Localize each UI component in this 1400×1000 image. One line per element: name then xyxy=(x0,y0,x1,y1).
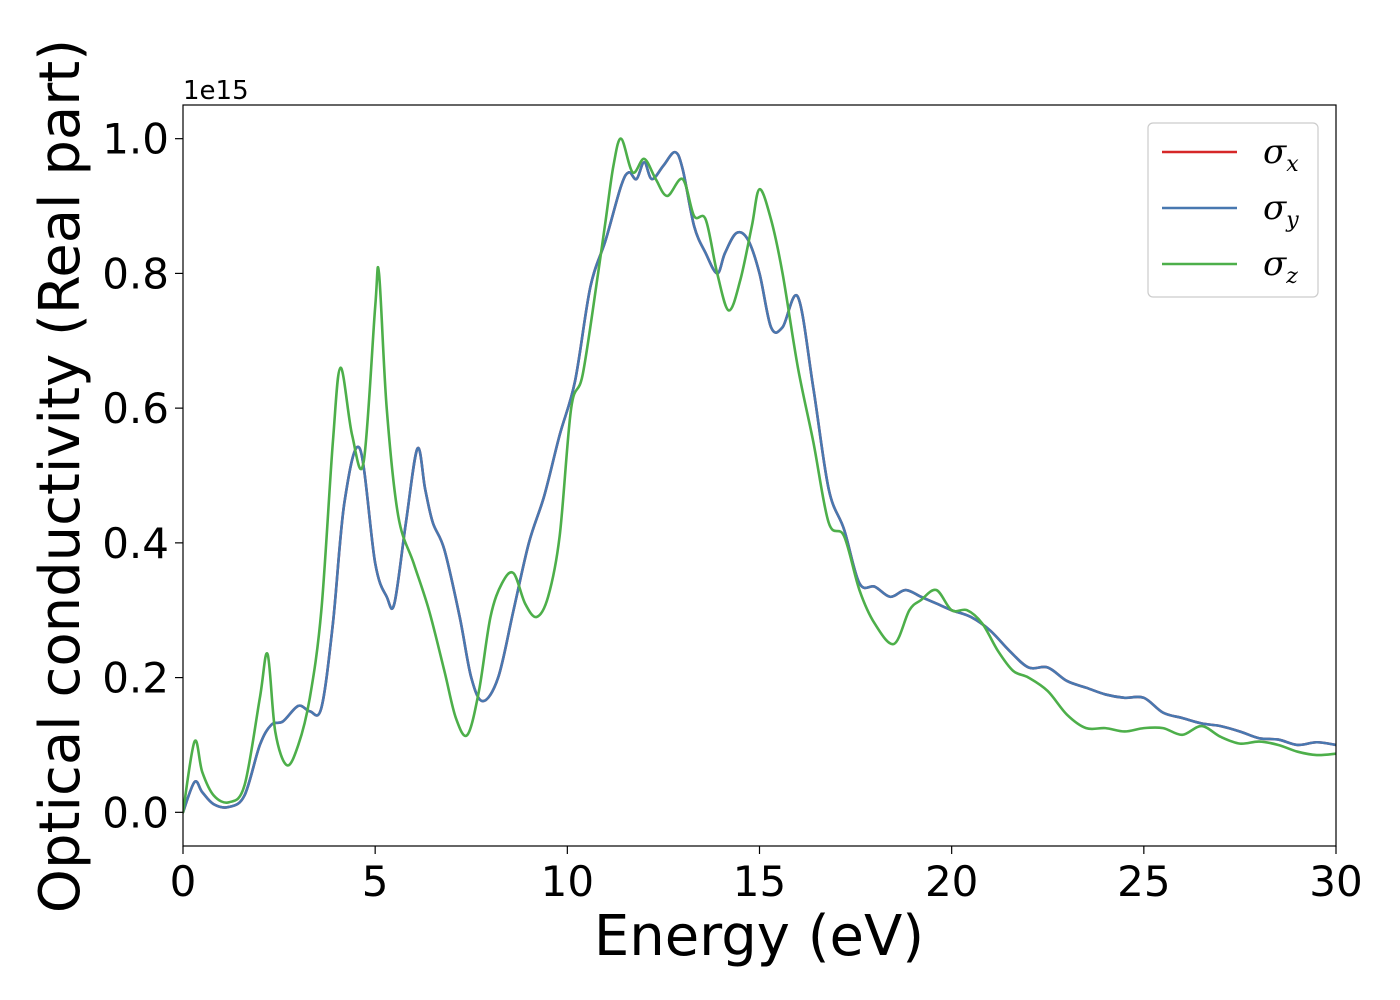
legend-label-x: σx xyxy=(1263,132,1299,177)
y-axis-title: Optical conductivity (Real part) xyxy=(28,39,93,913)
series-line-z xyxy=(183,137,1336,814)
x-axis-title: Energy (eV) xyxy=(594,904,924,969)
x-tick-label: 25 xyxy=(1117,857,1170,906)
legend-symbol: σ xyxy=(1263,132,1287,172)
y-tick-label: 0.4 xyxy=(102,519,169,568)
x-tick-label: 5 xyxy=(362,857,389,906)
legend-subscript: x xyxy=(1286,152,1299,177)
x-tick-label: 0 xyxy=(170,857,197,906)
y-tick-label: 1.0 xyxy=(102,115,169,164)
x-tick-label: 15 xyxy=(733,857,786,906)
series-layer xyxy=(183,137,1336,814)
x-tick-label: 30 xyxy=(1309,857,1362,906)
legend-frame xyxy=(1147,122,1319,298)
y-offset-text: 1e15 xyxy=(183,76,249,106)
y-axis-ticks: 0.0 0.2 0.4 0.6 0.8 1.0 xyxy=(102,115,183,837)
y-tick-label: 0.6 xyxy=(102,384,169,433)
x-tick-label: 10 xyxy=(541,857,594,906)
legend-subscript: y xyxy=(1285,208,1299,233)
legend-symbol: σ xyxy=(1263,188,1287,228)
series-line-y xyxy=(183,150,1336,814)
legend-symbol: σ xyxy=(1263,244,1287,284)
x-axis-ticks: 0 5 10 15 20 25 30 xyxy=(170,846,1363,906)
y-tick-label: 0.0 xyxy=(102,788,169,837)
y-tick-label: 0.2 xyxy=(102,654,169,703)
legend-label-y: σy xyxy=(1263,188,1299,233)
y-tick-label: 0.8 xyxy=(102,249,169,298)
x-tick-label: 20 xyxy=(925,857,978,906)
legend-label-z: σz xyxy=(1263,244,1298,289)
legend-subscript: z xyxy=(1285,264,1298,289)
